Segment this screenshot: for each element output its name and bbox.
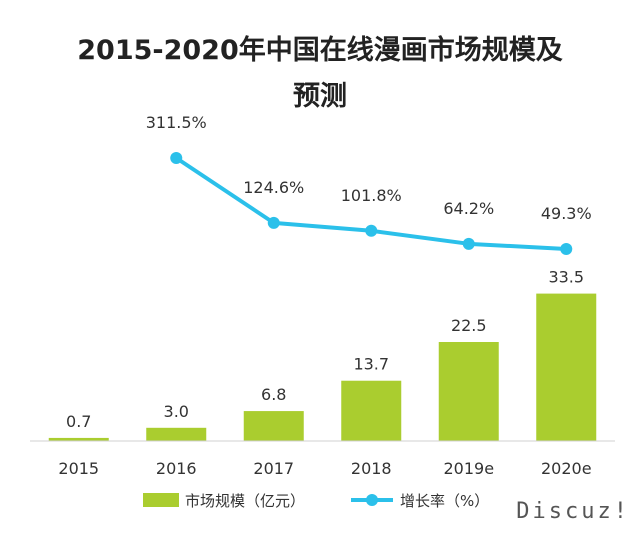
growth-label-2018: 101.8% xyxy=(341,186,402,205)
growth-label-2017: 124.6% xyxy=(243,178,304,197)
x-tick-2018: 2018 xyxy=(351,459,392,478)
x-axis-tick-labels: 2015 2016 2017 2018 2019e 2020e xyxy=(58,459,591,478)
growth-label-2016: 311.5% xyxy=(146,113,207,132)
bar-2016 xyxy=(146,427,207,441)
bar-2020e xyxy=(536,293,597,441)
growth-value-labels: 311.5% 124.6% 101.8% 64.2% 49.3% xyxy=(146,113,592,223)
growth-label-2020e: 49.3% xyxy=(541,204,592,223)
legend: 市场规模（亿元） 增长率（%） xyxy=(143,492,489,510)
chart-title-line-1: 2015-2020年中国在线漫画市场规模及 xyxy=(77,35,563,66)
bar-label-2018: 13.7 xyxy=(353,355,389,374)
bar-2018 xyxy=(341,380,402,441)
x-tick-2020e: 2020e xyxy=(541,459,592,478)
bar-value-labels: 0.7 3.0 6.8 13.7 22.5 33.5 xyxy=(66,268,584,431)
chart-title: 2015-2020年中国在线漫画市场规模及 预测 xyxy=(0,28,640,120)
legend-bar-swatch xyxy=(143,493,179,507)
growth-label-2019e: 64.2% xyxy=(443,199,494,218)
bar-series xyxy=(48,293,597,441)
legend-line-label: 增长率（%） xyxy=(400,492,489,510)
legend-line-marker xyxy=(366,494,378,506)
bar-2017 xyxy=(243,411,304,441)
bar-2015 xyxy=(48,437,109,441)
bar-label-2016: 3.0 xyxy=(164,402,189,421)
growth-point-2016 xyxy=(170,152,183,164)
growth-point-2019e xyxy=(462,237,475,250)
chart-title-line-2: 预测 xyxy=(293,81,347,112)
growth-point-2017 xyxy=(267,216,280,229)
legend-bar-label: 市场规模（亿元） xyxy=(185,492,305,510)
x-tick-2015: 2015 xyxy=(58,459,99,478)
growth-point-2020e xyxy=(560,243,573,255)
bar-label-2019e: 22.5 xyxy=(451,316,487,335)
growth-line-series xyxy=(170,152,573,255)
x-tick-2016: 2016 xyxy=(156,459,197,478)
watermark-logo: Discuz! xyxy=(516,499,630,524)
bar-label-2017: 6.8 xyxy=(261,385,286,404)
bar-2019e xyxy=(438,342,499,441)
bar-label-2020e: 33.5 xyxy=(548,268,584,287)
x-tick-2019e: 2019e xyxy=(443,459,494,478)
x-tick-2017: 2017 xyxy=(253,459,294,478)
bar-label-2015: 0.7 xyxy=(66,412,91,431)
growth-point-2018 xyxy=(365,224,378,237)
